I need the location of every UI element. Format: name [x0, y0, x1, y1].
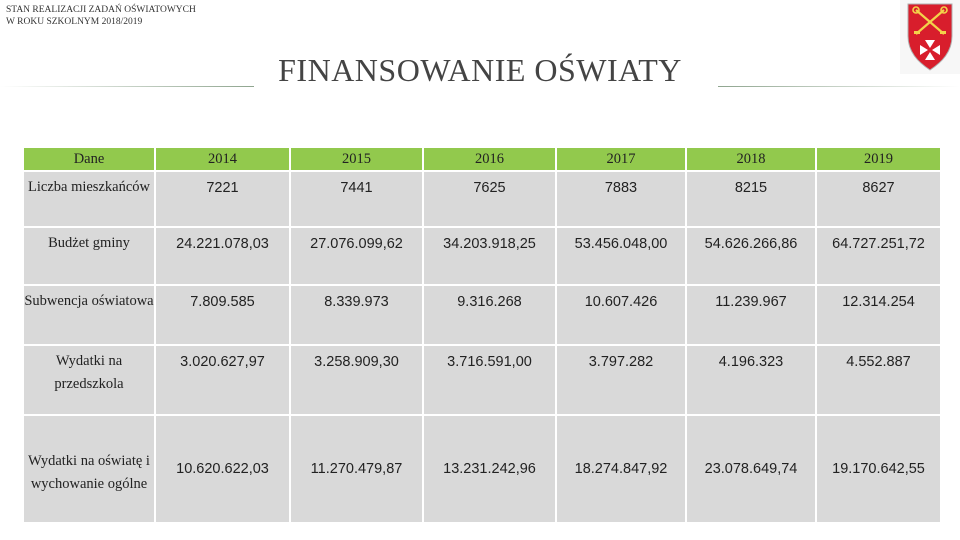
table-cell: 7441: [289, 170, 424, 228]
table-cell: 8.339.973: [289, 284, 424, 346]
table-cell: 4.196.323: [685, 344, 817, 416]
page-title: FINANSOWANIE OŚWIATY: [278, 52, 682, 88]
table-cell: 53.456.048,00: [555, 226, 687, 286]
header-line-2: W ROKU SZKOLNYM 2018/2019: [6, 17, 143, 27]
finance-table: Dane 2014 2015 2016 2017 2018 2019 Liczb…: [22, 146, 942, 524]
table-cell: 18.274.847,92: [555, 414, 687, 524]
table-cell: 19.170.642,55: [815, 414, 942, 524]
table-row: Liczba mieszkańców 7221 7441 7625 7883 8…: [22, 170, 942, 228]
header-line-1: STAN REALIZACJI ZADAŃ OŚWIATOWYCH: [6, 5, 196, 15]
table-cell: 8627: [815, 170, 942, 228]
column-header: 2016: [422, 146, 557, 172]
table-cell: 7221: [154, 170, 291, 228]
coat-of-arms-icon: [907, 3, 953, 71]
table-row: Subwencja oświatowa 7.809.585 8.339.973 …: [22, 284, 942, 346]
table-row: Wydatki na przedszkola 3.020.627,97 3.25…: [22, 344, 942, 416]
coat-of-arms-logo: [900, 0, 960, 74]
column-header: 2019: [815, 146, 942, 172]
column-header: 2018: [685, 146, 817, 172]
table-cell: 3.716.591,00: [422, 344, 557, 416]
title-rule-left: [0, 86, 254, 87]
table-cell: 54.626.266,86: [685, 226, 817, 286]
table-cell: 64.727.251,72: [815, 226, 942, 286]
table-cell: 3.020.627,97: [154, 344, 291, 416]
table-cell: 34.203.918,25: [422, 226, 557, 286]
table-cell: 7.809.585: [154, 284, 291, 346]
column-header: 2015: [289, 146, 424, 172]
row-label: Budżet gminy: [22, 226, 156, 286]
title-rule-right: [718, 86, 960, 87]
table-cell: 10.620.622,03: [154, 414, 291, 524]
table-cell: 3.797.282: [555, 344, 687, 416]
column-header: 2014: [154, 146, 291, 172]
presentation-header: STAN REALIZACJI ZADAŃ OŚWIATOWYCH W ROKU…: [6, 4, 196, 28]
table-cell: 23.078.649,74: [685, 414, 817, 524]
row-label: Liczba mieszkańców: [22, 170, 156, 228]
row-label: Subwencja oświatowa: [22, 284, 156, 346]
table-cell: 8215: [685, 170, 817, 228]
table-row: Wydatki na oświatę i wychowanie ogólne 1…: [22, 414, 942, 524]
column-header: 2017: [555, 146, 687, 172]
table-cell: 11.270.479,87: [289, 414, 424, 524]
table-cell: 4.552.887: [815, 344, 942, 416]
table-cell: 9.316.268: [422, 284, 557, 346]
table-cell: 7883: [555, 170, 687, 228]
table-row: Budżet gminy 24.221.078,03 27.076.099,62…: [22, 226, 942, 286]
table-cell: 7625: [422, 170, 557, 228]
column-header: Dane: [22, 146, 156, 172]
table-cell: 10.607.426: [555, 284, 687, 346]
table-cell: 13.231.242,96: [422, 414, 557, 524]
table-header-row: Dane 2014 2015 2016 2017 2018 2019: [22, 146, 942, 172]
row-label: Wydatki na przedszkola: [22, 344, 156, 416]
table-cell: 11.239.967: [685, 284, 817, 346]
table-cell: 24.221.078,03: [154, 226, 291, 286]
table-cell: 12.314.254: [815, 284, 942, 346]
row-label: Wydatki na oświatę i wychowanie ogólne: [22, 414, 156, 524]
table-cell: 3.258.909,30: [289, 344, 424, 416]
table-cell: 27.076.099,62: [289, 226, 424, 286]
